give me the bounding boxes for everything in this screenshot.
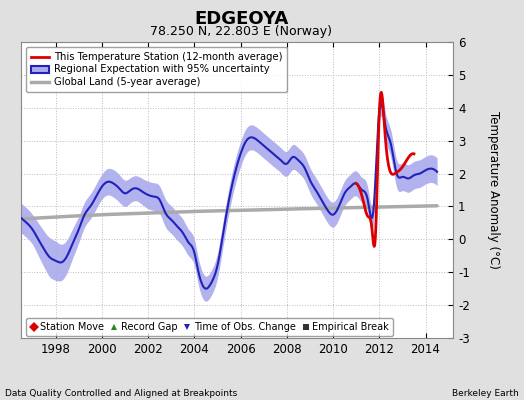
Text: Data Quality Controlled and Aligned at Breakpoints: Data Quality Controlled and Aligned at B… (5, 389, 237, 398)
Legend: Station Move, Record Gap, Time of Obs. Change, Empirical Break: Station Move, Record Gap, Time of Obs. C… (26, 318, 393, 336)
Y-axis label: Temperature Anomaly (°C): Temperature Anomaly (°C) (487, 111, 500, 269)
Text: EDGEOYA: EDGEOYA (194, 10, 288, 28)
Text: 78.250 N, 22.803 E (Norway): 78.250 N, 22.803 E (Norway) (150, 25, 332, 38)
Text: Berkeley Earth: Berkeley Earth (452, 389, 519, 398)
